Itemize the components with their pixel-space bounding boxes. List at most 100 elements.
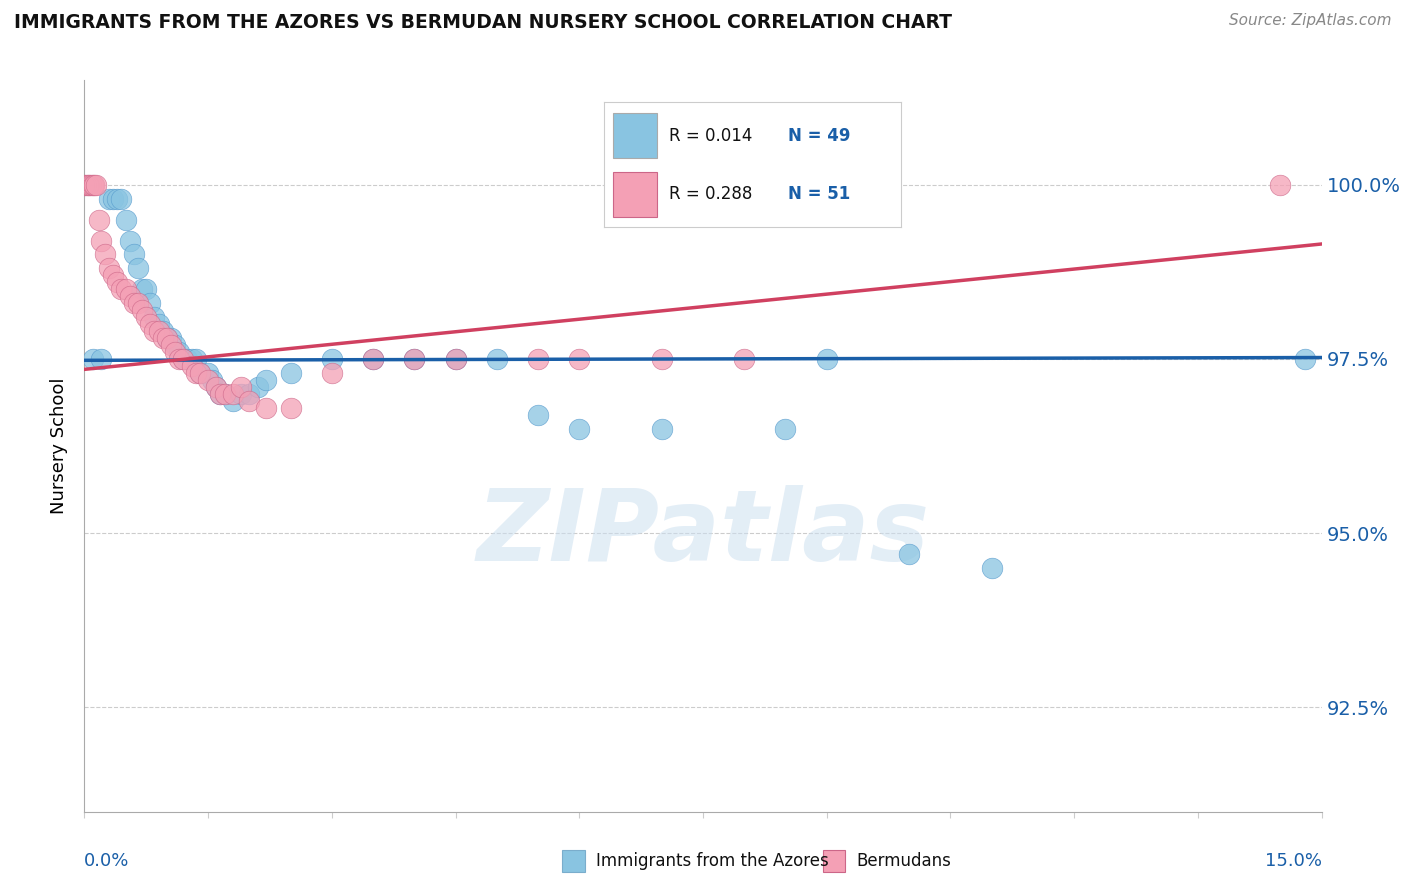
Point [733, 351, 755, 366]
Text: Source: ZipAtlas.com: Source: ZipAtlas.com [1229, 13, 1392, 29]
Point [98, 192, 121, 206]
Point [485, 351, 508, 366]
Point [568, 421, 591, 435]
Point [180, 359, 202, 373]
Point [980, 561, 1002, 575]
Point [404, 351, 426, 366]
Point [568, 351, 591, 366]
Point [110, 192, 132, 206]
Point [131, 282, 153, 296]
Point [139, 317, 162, 331]
Point [238, 386, 260, 401]
Point [222, 386, 245, 401]
Point [105, 192, 128, 206]
Text: 15.0%: 15.0% [1264, 852, 1322, 870]
Point [1270, 178, 1292, 192]
Point [167, 345, 190, 359]
Text: Bermudans: Bermudans [856, 852, 950, 871]
Point [254, 373, 277, 387]
Point [527, 408, 550, 422]
Point [444, 351, 467, 366]
Point [167, 351, 190, 366]
Point [75, 178, 97, 192]
Point [94, 247, 117, 261]
Point [79, 178, 101, 192]
Point [127, 261, 149, 276]
Point [156, 331, 179, 345]
Point [127, 296, 149, 310]
Point [172, 351, 194, 366]
Point [98, 261, 121, 276]
Point [90, 234, 112, 248]
Point [176, 351, 198, 366]
Text: Immigrants from the Azores: Immigrants from the Azores [596, 852, 830, 871]
Y-axis label: Nursery School: Nursery School [51, 377, 69, 515]
Point [118, 289, 141, 303]
Point [321, 351, 343, 366]
Point [1294, 351, 1316, 366]
Point [165, 345, 187, 359]
Point [114, 212, 136, 227]
Point [76, 178, 98, 192]
Point [197, 373, 219, 387]
Point [103, 268, 125, 283]
Point [152, 324, 174, 338]
Point [444, 351, 467, 366]
Point [229, 386, 252, 401]
Point [139, 296, 162, 310]
Point [105, 275, 128, 289]
Point [143, 310, 166, 325]
Point [118, 234, 141, 248]
Point [651, 421, 673, 435]
Point [898, 547, 921, 561]
Text: ZIPatlas: ZIPatlas [477, 485, 929, 582]
Point [180, 351, 202, 366]
Point [148, 317, 170, 331]
Point [188, 366, 211, 380]
Point [651, 351, 673, 366]
Text: IMMIGRANTS FROM THE AZORES VS BERMUDAN NURSERY SCHOOL CORRELATION CHART: IMMIGRANTS FROM THE AZORES VS BERMUDAN N… [14, 13, 952, 32]
Point [205, 380, 228, 394]
Point [184, 366, 207, 380]
Point [165, 338, 187, 352]
Point [280, 401, 302, 415]
Text: 0.0%: 0.0% [84, 852, 129, 870]
Point [229, 380, 252, 394]
Point [82, 178, 104, 192]
Point [73, 178, 96, 192]
Point [188, 366, 211, 380]
Point [527, 351, 550, 366]
Point [89, 212, 111, 227]
Point [361, 351, 384, 366]
Point [131, 303, 153, 318]
Point [321, 366, 343, 380]
Point [160, 338, 183, 352]
Point [246, 380, 269, 394]
Point [156, 331, 179, 345]
Point [197, 366, 219, 380]
Point [148, 324, 170, 338]
Point [90, 351, 112, 366]
Point [143, 324, 166, 338]
Point [201, 373, 224, 387]
Point [209, 386, 232, 401]
Point [815, 351, 838, 366]
Point [205, 380, 228, 394]
Point [122, 247, 145, 261]
Point [172, 351, 194, 366]
Point [238, 393, 260, 408]
Point [184, 351, 207, 366]
Point [361, 351, 384, 366]
Point [84, 178, 107, 192]
Point [280, 366, 302, 380]
Point [135, 310, 157, 325]
Point [122, 296, 145, 310]
Point [103, 192, 125, 206]
Point [80, 178, 103, 192]
Point [135, 282, 157, 296]
Point [254, 401, 277, 415]
Point [82, 351, 104, 366]
Point [775, 421, 797, 435]
Point [222, 393, 245, 408]
Point [152, 331, 174, 345]
